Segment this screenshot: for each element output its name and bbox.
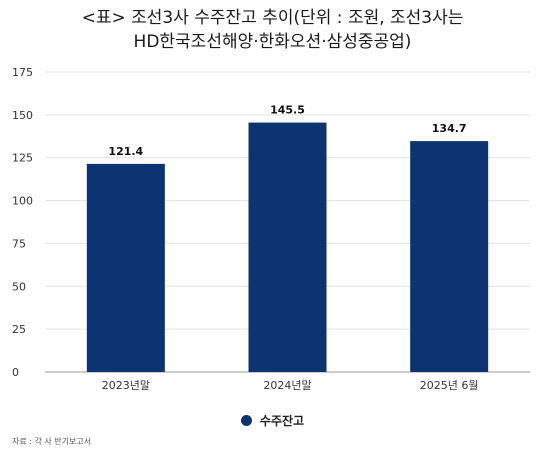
legend: 수주잔고 — [0, 412, 545, 429]
bar — [410, 141, 489, 372]
chart-title: <표> 조선3사 수주잔고 추이(단위 : 조원, 조선3사는 HD한국조선해양… — [0, 6, 545, 54]
source-note: 자료 : 각 사 반기보고서 — [12, 437, 92, 446]
x-tick-label: 2024년말 — [263, 379, 311, 392]
x-tick-label: 2025년 6월 — [420, 379, 479, 392]
bar — [248, 122, 327, 372]
bar — [86, 163, 165, 372]
title-line-1: <표> 조선3사 수주잔고 추이(단위 : 조원, 조선3사는 — [81, 8, 464, 28]
y-tick-label: 75 — [12, 237, 26, 250]
y-tick-label: 50 — [12, 280, 26, 293]
data-label: 145.5 — [270, 104, 305, 117]
legend-label: 수주잔고 — [259, 414, 305, 428]
y-tick-label: 100 — [12, 195, 33, 208]
y-tick-label: 150 — [12, 109, 33, 122]
y-tick-label: 0 — [12, 366, 19, 379]
legend-marker — [240, 415, 252, 426]
x-tick-label: 2023년말 — [102, 379, 150, 392]
y-tick-label: 25 — [12, 323, 26, 336]
title-line-2: HD한국조선해양·한화오션·삼성중공업) — [133, 32, 412, 52]
data-label: 121.4 — [108, 145, 143, 158]
y-tick-label: 175 — [12, 66, 33, 79]
y-tick-label: 125 — [12, 152, 33, 165]
data-label: 134.7 — [432, 122, 467, 135]
